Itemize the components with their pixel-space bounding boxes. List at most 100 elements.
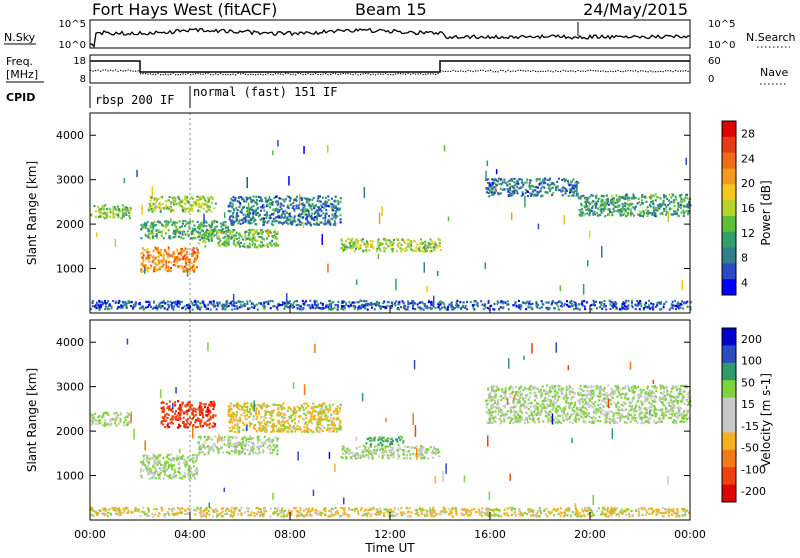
range-gate-cell-8-2110 [665, 206, 667, 208]
range-gate-cell-4-1071 [333, 417, 335, 419]
range-gate-cell-6-1690 [341, 243, 343, 245]
range-gate-cell-9-3245 [206, 308, 208, 310]
range-gate-cell-8-2320 [647, 215, 649, 217]
range-gate-cell-4-973 [238, 233, 240, 235]
range-gate-cell-2-510 [154, 224, 156, 226]
range-gate-cell-4-1102 [279, 422, 281, 424]
range-gate-cell-1-211 [173, 256, 175, 258]
range-gate-cell-7-1938 [542, 186, 544, 188]
range-gate-cell-1-312 [173, 473, 175, 475]
noise-streak-41 [601, 246, 603, 258]
range-gate-cell-3-645 [264, 436, 266, 438]
range-gate-cell-8-2274 [635, 197, 637, 199]
range-gate-cell-8-2416 [601, 198, 603, 200]
nave-point [658, 71, 659, 72]
nave-point [558, 71, 559, 72]
range-gate-cell-4-1297 [284, 427, 286, 429]
range-gate-cell-5-1274 [270, 217, 272, 219]
range-gate-cell-9-2999 [274, 305, 276, 307]
range-gate-cell-2-489 [210, 225, 212, 227]
range-gate-cell-8-2305 [632, 206, 634, 208]
range-gate-cell-5-1397 [311, 199, 313, 201]
range-gate-cell-9-3183 [156, 307, 158, 309]
range-gate-cell-9-2788 [284, 305, 286, 307]
range-gate-cell-4-1023 [278, 420, 280, 422]
nave-point [585, 71, 586, 72]
nave-point [118, 71, 119, 72]
range-gate-cell-9-3090 [460, 307, 462, 309]
range-gate-cell-9-3257 [217, 304, 219, 306]
nave-point [555, 70, 556, 71]
nave-point [570, 70, 571, 71]
nave-point [225, 74, 226, 75]
range-gate-cell-4-968 [221, 231, 223, 233]
range-gate-cell-2-550 [213, 402, 215, 404]
range-gate-cell-4-971 [289, 425, 291, 427]
range-gate-cell-9-2483 [441, 307, 443, 309]
nave-point [508, 70, 509, 71]
range-gate-cell-4-760 [233, 240, 235, 242]
range-gate-cell-9-2903 [353, 305, 355, 307]
range-gate-cell-2-443 [195, 230, 197, 232]
noise-streak-46 [286, 293, 288, 302]
range-gate-cell-1-222 [145, 466, 147, 468]
range-gate-cell-3-778 [262, 451, 264, 453]
freq-label: Freq. [6, 55, 33, 68]
range-gate-cell-3-642 [150, 208, 152, 210]
range-gate-cell-8-2258 [665, 195, 667, 197]
range-gate-cell-9-3273 [342, 302, 344, 304]
range-gate-cell-5-1256 [334, 214, 336, 216]
nave-point [128, 69, 129, 70]
range-gate-cell-0-48 [95, 210, 97, 212]
range-gate-cell-3-736 [198, 202, 200, 204]
range-gate-cell-9-3077 [256, 304, 258, 306]
range-gate-cell-9-2549 [609, 308, 611, 310]
range-gate-cell-2-468 [212, 408, 214, 410]
range-gate-cell-9-2866 [178, 306, 180, 308]
range-gate-cell-4-1317 [239, 419, 241, 421]
nave-point [540, 71, 541, 72]
range-gate-cell-4-1313 [244, 409, 246, 411]
nave-point [345, 73, 346, 74]
range-gate-cell-3-794 [270, 440, 272, 442]
range-gate-cell-8-2265 [652, 212, 654, 214]
range-gate-cell-0-63 [118, 423, 120, 425]
nave-point [163, 74, 164, 75]
range-gate-cell-8-2313 [623, 198, 625, 200]
range-gate-cell-9-3191 [626, 306, 628, 308]
range-gate-cell-2-485 [179, 226, 181, 228]
freq-nave-panel: Freq. [MHz] 18 8 60 0 Nave [6, 55, 788, 85]
range-gate-cell-4-1081 [314, 410, 316, 412]
range-gate-cell-4-1198 [293, 408, 295, 410]
range-gate-cell-8-2372 [630, 204, 632, 206]
nave-point [380, 74, 381, 75]
range-gate-cell-4-1283 [228, 421, 230, 423]
range-gate-cell-4-1100 [303, 418, 305, 420]
range-gate-cell-4-1209 [288, 428, 290, 430]
range-gate-cell-9-2659 [508, 308, 510, 310]
nave-point [238, 73, 239, 74]
range-gate-cell-5-1466 [248, 216, 250, 218]
range-gate-cell-4-1158 [310, 416, 312, 418]
range-gate-cell-4-1165 [311, 422, 313, 424]
range-gate-cell-0-63 [117, 214, 119, 216]
range-gate-cell-7-1931 [526, 181, 528, 183]
range-gate-cell-1-305 [148, 257, 150, 259]
range-gate-cell-9-3150 [340, 308, 342, 310]
range-gate-cell-0-77 [121, 210, 123, 212]
cpid-mode-2: normal (fast) 151 IF [193, 85, 338, 99]
beam-label: Beam 15 [355, 0, 427, 19]
range-gate-cell-5-1512 [274, 220, 276, 222]
range-gate-cell-1-270 [142, 460, 144, 462]
noise-streak-50 [327, 264, 329, 273]
range-gate-cell-9-3128 [615, 303, 617, 305]
range-gate-cell-3-767 [252, 444, 254, 446]
range-gate-cell-6-1577 [440, 249, 442, 251]
range-gate-cell-1-121 [151, 469, 153, 471]
range-gate-cell-5-1467 [278, 222, 280, 224]
range-gate-cell-1-275 [158, 460, 160, 462]
range-gate-cell-8-2412 [647, 206, 649, 208]
range-gate-cell-2-341 [214, 226, 216, 228]
range-gate-cell-2-527 [201, 226, 203, 228]
range-gate-cell-8-2310 [663, 201, 665, 203]
